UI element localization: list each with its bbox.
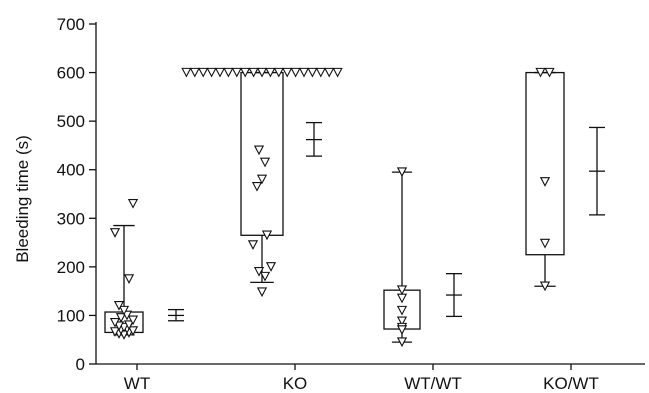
data-point [396, 325, 408, 335]
y-tick-label: 100 [57, 306, 85, 325]
data-point [396, 305, 408, 316]
data-point [251, 181, 263, 192]
data-point [127, 315, 139, 326]
data-point [396, 293, 408, 304]
data-point [396, 167, 408, 178]
data-point [535, 67, 546, 78]
x-category-label: KO/WT [543, 374, 599, 393]
data-point [115, 313, 127, 323]
data-point [332, 67, 343, 78]
data-point [396, 337, 408, 348]
data-point [544, 67, 555, 78]
y-tick-label: 300 [57, 209, 85, 228]
data-point [127, 326, 139, 336]
data-point [253, 145, 265, 156]
data-point [231, 67, 242, 78]
y-axis-title: Bleeding time (s) [13, 135, 32, 263]
data-point [247, 240, 259, 250]
axes: 0 100 200 300 400 500 600 700 WT KO WT/WT KO/WT [57, 15, 645, 393]
data-point [307, 67, 318, 78]
data-point [256, 67, 268, 78]
data-point [256, 174, 268, 185]
data-point [315, 67, 326, 78]
box-group-wt-wt [383, 167, 462, 348]
data-point [118, 305, 130, 316]
data-point [324, 67, 335, 78]
x-category-label: WT/WT [404, 374, 462, 393]
data-point [113, 300, 125, 311]
data-point [214, 67, 226, 78]
y-tick-label: 500 [57, 112, 85, 131]
box [240, 71, 284, 236]
data-point [290, 67, 301, 78]
data-point [109, 327, 121, 337]
data-point [396, 285, 408, 296]
data-point [259, 271, 271, 282]
data-point [539, 177, 551, 187]
data-point [109, 228, 121, 238]
data-point [223, 67, 234, 78]
data-point [181, 67, 192, 78]
data-point [265, 262, 277, 272]
data-point [109, 317, 121, 328]
data-point [248, 67, 259, 78]
data-point [253, 266, 265, 277]
box-group-ko [181, 67, 343, 298]
y-tick-label: 600 [57, 64, 85, 83]
box-group-wt [104, 198, 184, 340]
y-tick-label: 700 [57, 15, 85, 34]
x-category-label: KO [283, 374, 308, 393]
data-point [206, 67, 217, 78]
box-group-ko-wt [525, 67, 605, 292]
y-tick-label: 400 [57, 161, 85, 180]
data-point [127, 198, 139, 209]
data-point [198, 67, 209, 78]
data-point [298, 67, 310, 78]
box [525, 71, 565, 256]
data-point [256, 287, 268, 298]
data-point [539, 238, 551, 249]
x-category-label: WT [124, 374, 150, 393]
data-point [123, 274, 135, 284]
y-tick-label: 200 [57, 258, 85, 277]
data-point [259, 157, 271, 168]
y-tick-label: 0 [76, 355, 85, 374]
plot-area [104, 67, 605, 348]
data-point [189, 67, 200, 78]
data-point [282, 67, 293, 78]
data-point [396, 316, 408, 327]
data-point [261, 230, 273, 241]
data-point [123, 320, 135, 331]
data-point [539, 281, 551, 292]
data-point [265, 67, 276, 78]
data-point [240, 67, 251, 78]
data-point [273, 67, 284, 78]
